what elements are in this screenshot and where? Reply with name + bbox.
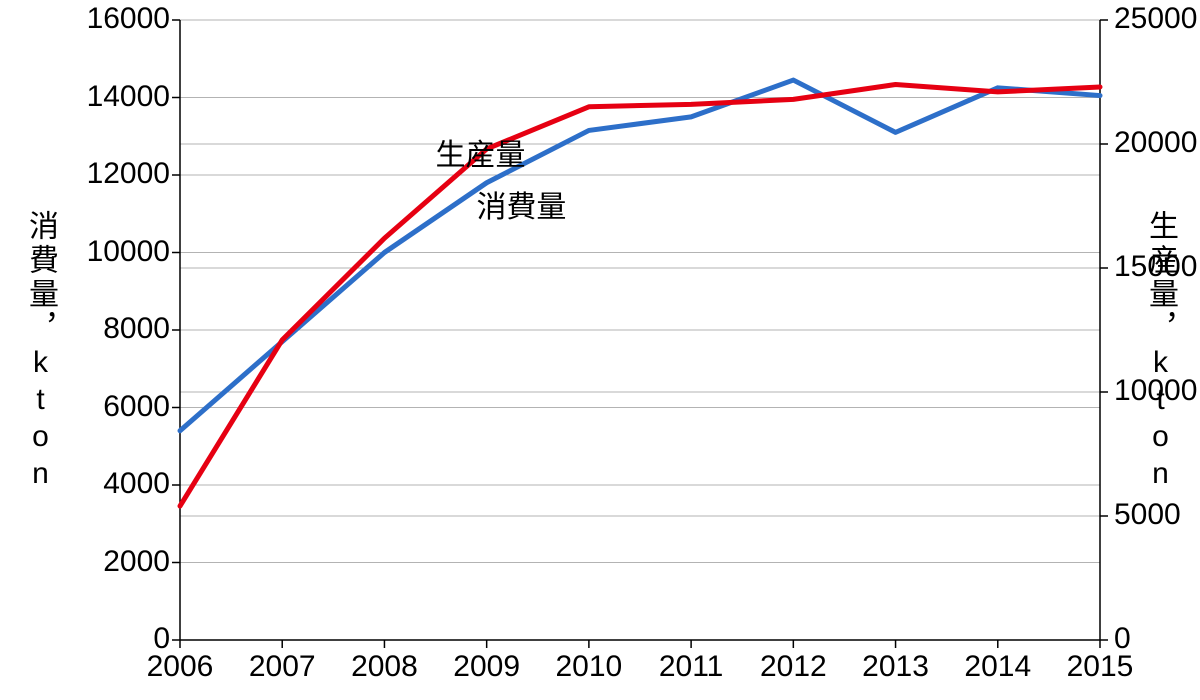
y-left-tick: 2000: [80, 545, 170, 579]
y-left-tick: 12000: [80, 157, 170, 191]
x-tick: 2008: [344, 650, 424, 684]
dual-axis-line-chart: 消費量，kton 生産量，kton 0200040006000800010000…: [0, 0, 1200, 700]
series-label-right: 生産量: [436, 130, 526, 174]
y-left-tick: 10000: [80, 235, 170, 269]
y-left-tick: 14000: [80, 80, 170, 114]
x-tick: 2006: [140, 650, 220, 684]
y-left-tick: 16000: [80, 2, 170, 36]
y-right-tick: 5000: [1114, 498, 1200, 532]
x-tick: 2015: [1060, 650, 1140, 684]
y-right-tick: 10000: [1114, 374, 1200, 408]
y-right-tick: 25000: [1114, 2, 1200, 36]
series-label-left: 消費量: [476, 182, 566, 226]
y-right-tick: 20000: [1114, 126, 1200, 160]
x-tick: 2009: [447, 650, 527, 684]
x-tick: 2007: [242, 650, 322, 684]
y-left-tick: 6000: [80, 390, 170, 424]
x-tick: 2010: [549, 650, 629, 684]
y-left-tick: 8000: [80, 312, 170, 346]
y-left-tick: 4000: [80, 467, 170, 501]
plot-svg: [0, 0, 1200, 700]
y-left-axis-label: 消費量，kton: [18, 210, 62, 494]
x-tick: 2012: [753, 650, 833, 684]
x-tick: 2013: [856, 650, 936, 684]
x-tick: 2011: [651, 650, 731, 684]
y-right-tick: 15000: [1114, 250, 1200, 284]
x-tick: 2014: [958, 650, 1038, 684]
